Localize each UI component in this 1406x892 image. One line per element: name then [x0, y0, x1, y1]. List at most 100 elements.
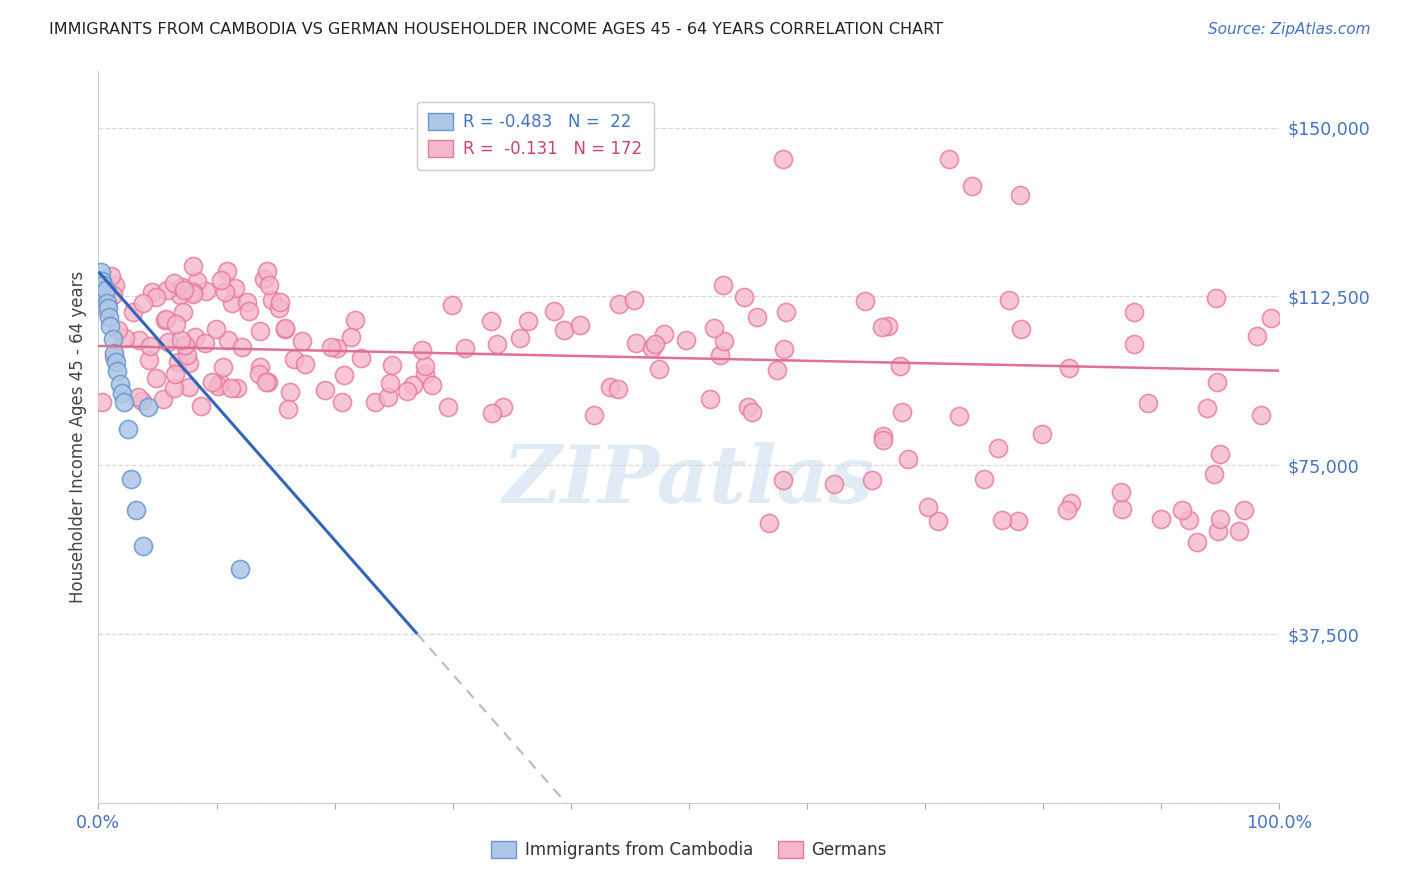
Point: [713, 334, 735, 348]
Point: [207, 378, 229, 392]
Point: [823, 477, 845, 491]
Point: [127, 390, 149, 404]
Point: [350, 351, 373, 365]
Point: [626, 335, 648, 350]
Point: [181, 285, 204, 299]
Point: [136, 400, 159, 414]
Point: [607, 297, 630, 311]
Point: [194, 336, 217, 351]
Point: [733, 290, 755, 304]
Point: [173, 283, 195, 297]
Point: [170, 280, 193, 294]
Point: [1122, 305, 1144, 319]
Point: [1206, 524, 1229, 539]
Point: [1195, 401, 1218, 415]
Point: [1171, 503, 1194, 517]
Point: [1031, 427, 1053, 442]
Point: [214, 285, 236, 299]
Point: [1205, 291, 1227, 305]
Legend: Immigrants from Cambodia, Germans: Immigrants from Cambodia, Germans: [482, 833, 896, 868]
Point: [247, 367, 270, 381]
Point: [711, 278, 734, 293]
Point: [339, 330, 361, 344]
Point: [644, 336, 666, 351]
Point: [872, 429, 894, 443]
Point: [1150, 512, 1173, 526]
Point: [100, 268, 122, 283]
Point: [411, 343, 433, 357]
Point: [177, 380, 200, 394]
Point: [948, 409, 970, 424]
Point: [111, 386, 134, 401]
Point: [326, 341, 349, 355]
Point: [344, 312, 367, 326]
Point: [163, 381, 186, 395]
Point: [169, 333, 191, 347]
Point: [766, 363, 789, 377]
Point: [1007, 514, 1029, 528]
Point: [91, 274, 114, 288]
Point: [401, 378, 423, 392]
Point: [962, 179, 984, 194]
Point: [870, 319, 893, 334]
Point: [479, 314, 502, 328]
Point: [138, 353, 160, 368]
Point: [184, 329, 207, 343]
Point: [1059, 496, 1081, 510]
Point: [121, 472, 143, 486]
Point: [485, 336, 508, 351]
Point: [283, 352, 305, 367]
Point: [122, 304, 145, 318]
Point: [108, 377, 131, 392]
Point: [420, 378, 443, 392]
Point: [91, 278, 114, 293]
Point: [201, 376, 224, 390]
Point: [209, 273, 232, 287]
Point: [259, 277, 281, 292]
Point: [128, 334, 150, 348]
Point: [709, 348, 731, 362]
Point: [553, 323, 575, 337]
Point: [853, 294, 876, 309]
Point: [145, 371, 167, 385]
Point: [543, 304, 565, 318]
Point: [364, 395, 387, 409]
Point: [114, 331, 136, 345]
Point: [917, 500, 939, 514]
Point: [395, 384, 418, 398]
Point: [274, 320, 297, 334]
Point: [132, 539, 155, 553]
Point: [267, 301, 290, 315]
Point: [509, 331, 531, 345]
Point: [332, 368, 354, 383]
Point: [152, 392, 174, 406]
Point: [641, 341, 664, 355]
Point: [117, 422, 139, 436]
Point: [167, 355, 190, 369]
Point: [991, 513, 1014, 527]
Point: [998, 293, 1021, 308]
Point: [1178, 513, 1201, 527]
Point: [257, 376, 280, 390]
Point: [381, 359, 404, 373]
Point: [1233, 503, 1256, 517]
Point: [737, 400, 759, 414]
Point: [889, 359, 911, 373]
Point: [1202, 467, 1225, 481]
Point: [205, 322, 228, 336]
Point: [249, 325, 271, 339]
Point: [155, 313, 177, 327]
Point: [747, 310, 769, 324]
Point: [94, 283, 117, 297]
Point: [96, 302, 118, 317]
Point: [654, 326, 676, 341]
Point: [231, 340, 253, 354]
Point: [104, 278, 127, 293]
Point: [208, 376, 231, 390]
Point: [1209, 512, 1232, 526]
Point: [181, 287, 204, 301]
Point: [1123, 336, 1146, 351]
Point: [772, 473, 794, 487]
Point: [125, 503, 148, 517]
Point: [98, 318, 121, 333]
